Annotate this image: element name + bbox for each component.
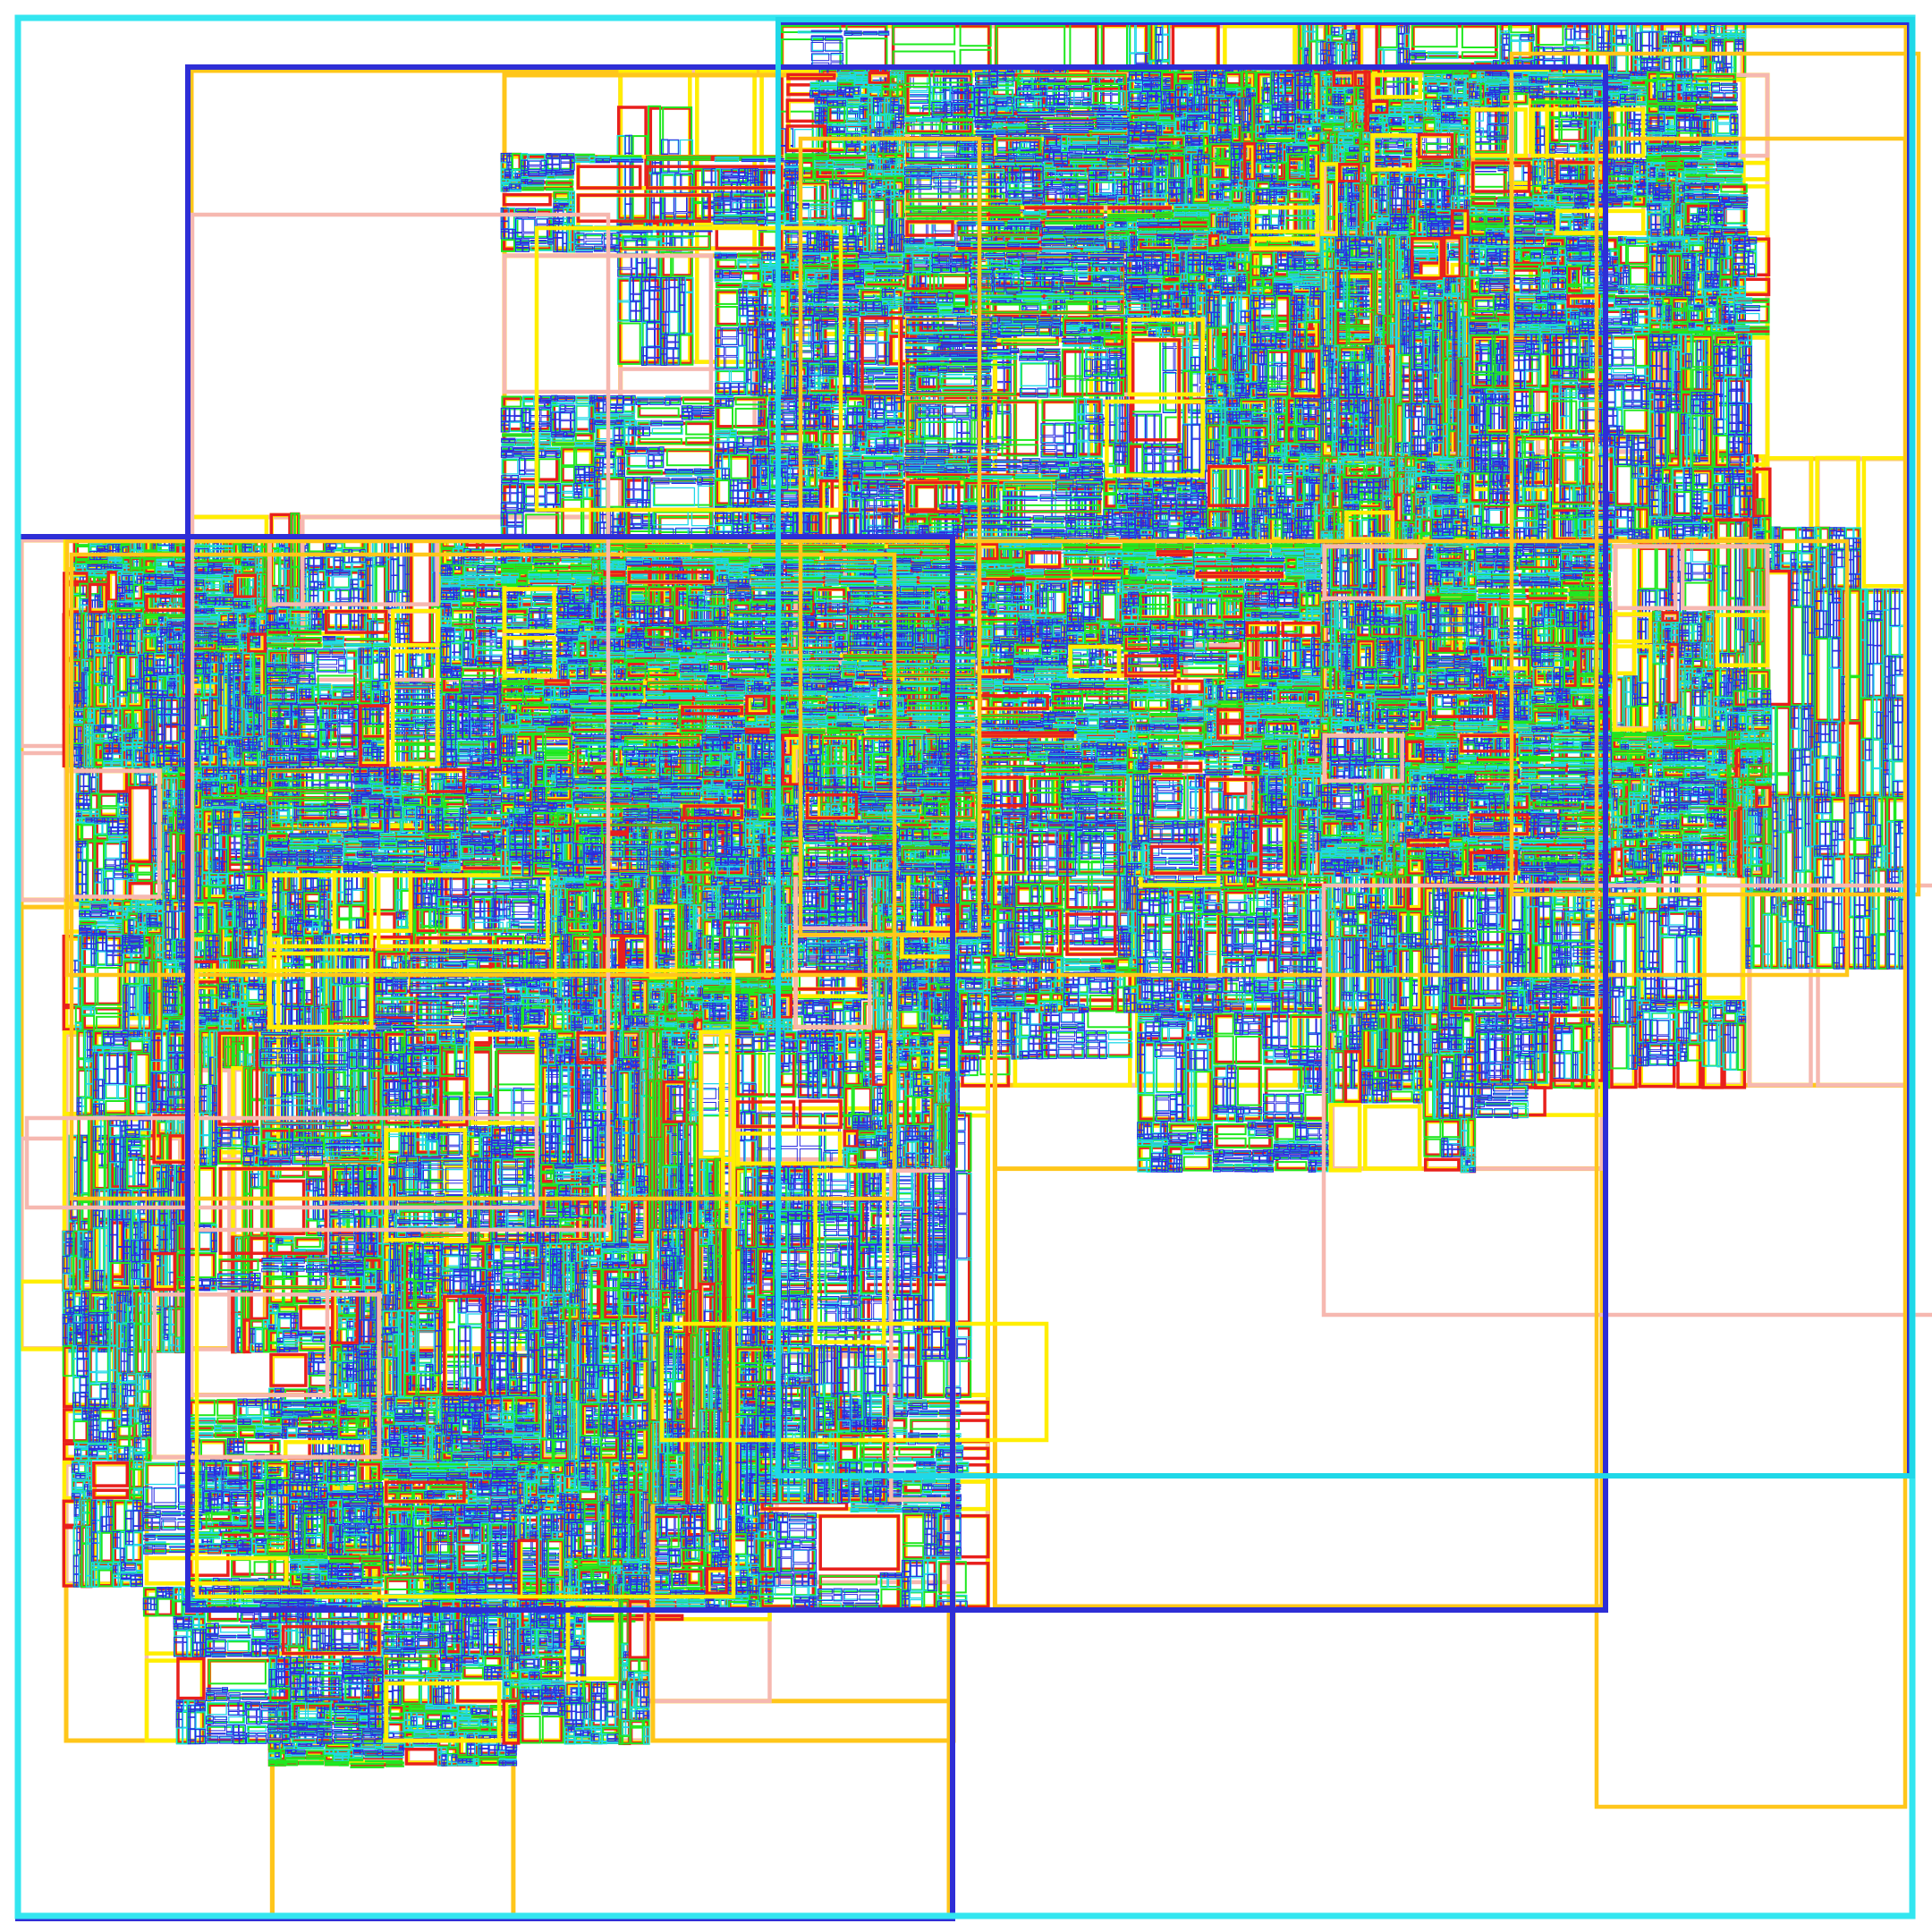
cyan-cell bbox=[86, 823, 94, 824]
cyan-cell bbox=[109, 840, 122, 841]
cyan-cell bbox=[123, 840, 128, 841]
